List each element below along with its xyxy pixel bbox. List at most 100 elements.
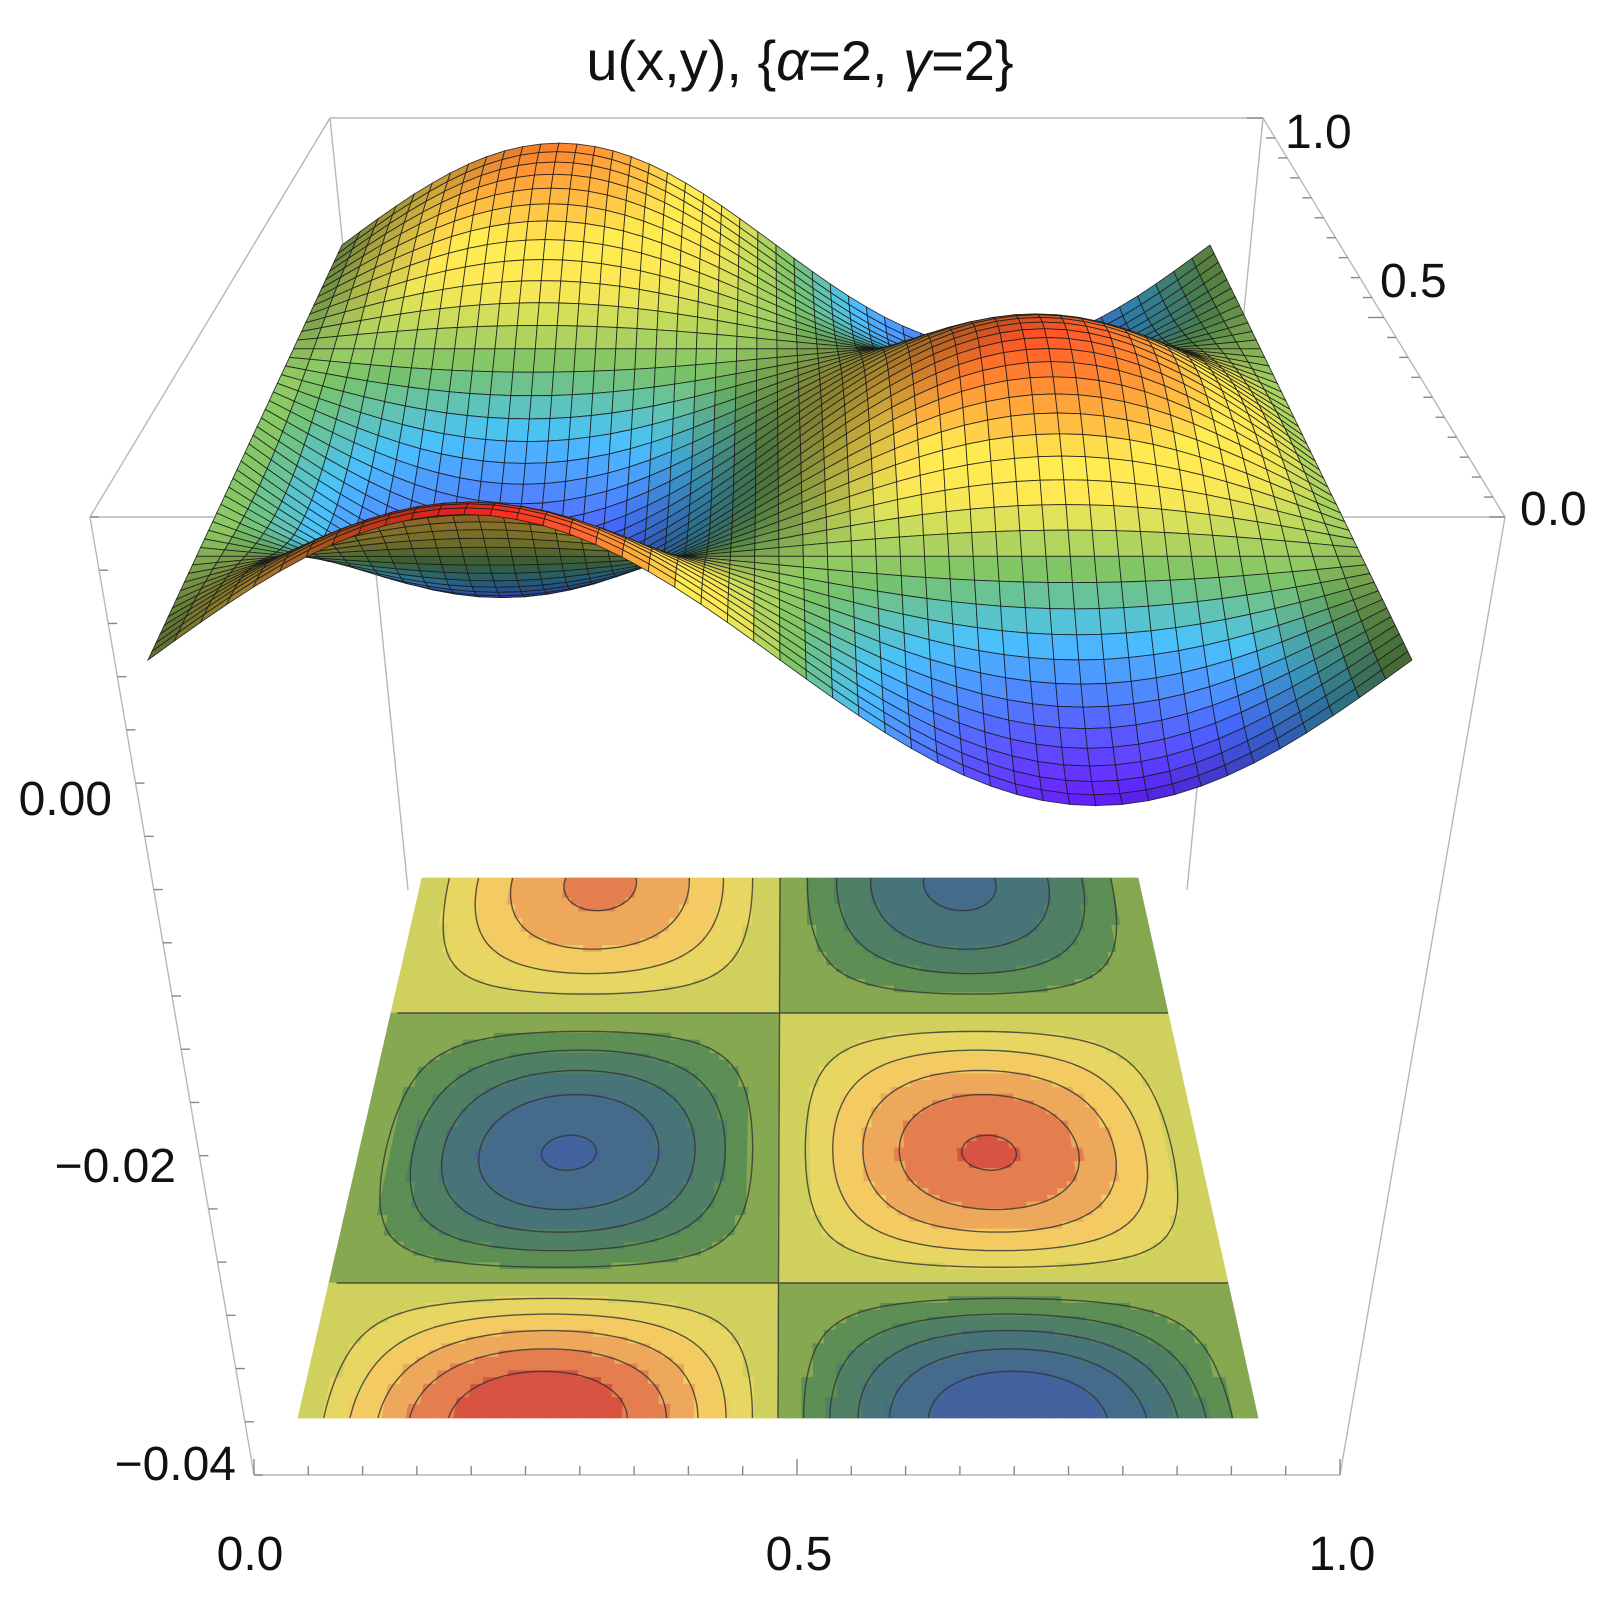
contour-cell xyxy=(897,897,908,906)
contour-cell xyxy=(515,1147,529,1156)
contour-cell xyxy=(664,1127,676,1135)
contour-cell xyxy=(452,938,465,946)
contour-cell xyxy=(415,1026,428,1034)
contour-cell xyxy=(1137,1221,1151,1230)
contour-cell xyxy=(584,924,596,933)
contour-cell xyxy=(606,985,618,994)
contour-cell xyxy=(915,1161,928,1169)
contour-cell xyxy=(640,1039,652,1048)
contour-cell xyxy=(1004,884,1016,892)
contour-cell xyxy=(573,1100,586,1108)
contour-cell xyxy=(978,1161,992,1169)
contour-cell xyxy=(911,1255,924,1264)
contour-cell xyxy=(602,1019,615,1027)
contour-cell xyxy=(821,1208,834,1216)
contour-cell xyxy=(788,1053,800,1061)
contour-cell xyxy=(1112,1140,1126,1149)
contour-cell xyxy=(914,884,925,892)
contour-cell xyxy=(1023,1181,1037,1189)
contour-cell xyxy=(1014,1282,1027,1291)
contour-cell xyxy=(993,1107,1006,1115)
contour-cell xyxy=(643,1005,655,1014)
contour-cell xyxy=(393,1181,407,1189)
contour-cell xyxy=(943,911,955,919)
contour-cell xyxy=(967,1147,980,1156)
contour-cell xyxy=(692,985,704,994)
contour-cell xyxy=(544,884,556,892)
contour-cell xyxy=(714,924,725,933)
contour-cell xyxy=(602,1228,616,1237)
contour-cell xyxy=(621,1262,635,1270)
contour-cell xyxy=(963,1113,976,1122)
contour-cell xyxy=(815,904,827,913)
contour-cell xyxy=(1108,1059,1121,1068)
contour-cell xyxy=(585,999,597,1007)
contour-cell xyxy=(608,884,619,892)
contour-cell xyxy=(544,1167,557,1176)
contour-cell xyxy=(865,992,877,1000)
contour-cell xyxy=(928,1188,941,1196)
contour-cell xyxy=(743,877,754,886)
contour-cell xyxy=(675,1296,689,1304)
contour-cell xyxy=(436,1235,451,1243)
contour-cell xyxy=(983,1019,996,1027)
contour-cell xyxy=(726,1140,738,1149)
contour-cell xyxy=(592,938,604,946)
contour-cell xyxy=(935,1282,949,1291)
contour-cell xyxy=(369,1242,383,1250)
contour-cell xyxy=(600,1140,613,1149)
contour-cell xyxy=(603,1012,615,1021)
contour-cell xyxy=(686,931,697,940)
contour-cell xyxy=(722,1248,735,1257)
contour-cell xyxy=(741,972,752,980)
contour-cell xyxy=(557,924,569,933)
contour-cell xyxy=(712,978,723,987)
contour-cell xyxy=(930,1086,943,1095)
contour-cell xyxy=(669,1215,682,1223)
contour-cell xyxy=(1094,931,1106,940)
contour-cell xyxy=(479,945,491,953)
contour-cell xyxy=(788,1066,800,1075)
contour-cell xyxy=(1022,951,1035,960)
contour-cell xyxy=(991,1005,1004,1014)
contour-cell xyxy=(622,918,634,926)
contour-cell xyxy=(523,904,535,913)
contour-cell xyxy=(432,945,445,953)
contour-cell xyxy=(1006,1215,1019,1223)
contour-cell xyxy=(1013,1181,1026,1189)
contour-cell xyxy=(687,1296,700,1304)
contour-cell xyxy=(800,1242,813,1250)
contour-cell xyxy=(985,1221,998,1230)
contour-cell xyxy=(1184,1134,1197,1142)
contour-cell xyxy=(651,1019,663,1027)
contour-cell xyxy=(941,1215,954,1223)
contour-cell xyxy=(504,1019,517,1027)
contour-cell xyxy=(434,1188,448,1196)
contour-cell xyxy=(975,1032,988,1041)
contour-cell xyxy=(1083,924,1095,933)
contour-cell xyxy=(1148,1221,1162,1230)
contour-cell xyxy=(1138,1059,1151,1068)
contour-cell xyxy=(900,938,911,946)
contour-cell xyxy=(496,1073,509,1081)
contour-cell xyxy=(1045,1039,1058,1048)
contour-cell xyxy=(1003,945,1015,953)
contour-cell xyxy=(1053,965,1065,973)
contour-cell xyxy=(866,1005,878,1014)
contour-cell xyxy=(658,1215,671,1223)
contour-cell xyxy=(770,904,781,913)
contour-cell xyxy=(467,1248,481,1257)
contour-cell xyxy=(902,1289,915,1297)
contour-cell xyxy=(1083,978,1096,987)
contour-cell xyxy=(599,877,611,886)
contour-cell xyxy=(865,999,877,1007)
contour-cell xyxy=(933,1255,946,1264)
contour-cell xyxy=(1034,904,1046,913)
contour-cell xyxy=(687,918,698,926)
contour-cell xyxy=(969,1167,982,1176)
contour-cell xyxy=(798,951,809,960)
contour-cell xyxy=(710,1019,722,1027)
contour-cell xyxy=(1072,965,1084,973)
contour-cell xyxy=(493,1154,507,1162)
contour-cell xyxy=(820,1134,832,1142)
